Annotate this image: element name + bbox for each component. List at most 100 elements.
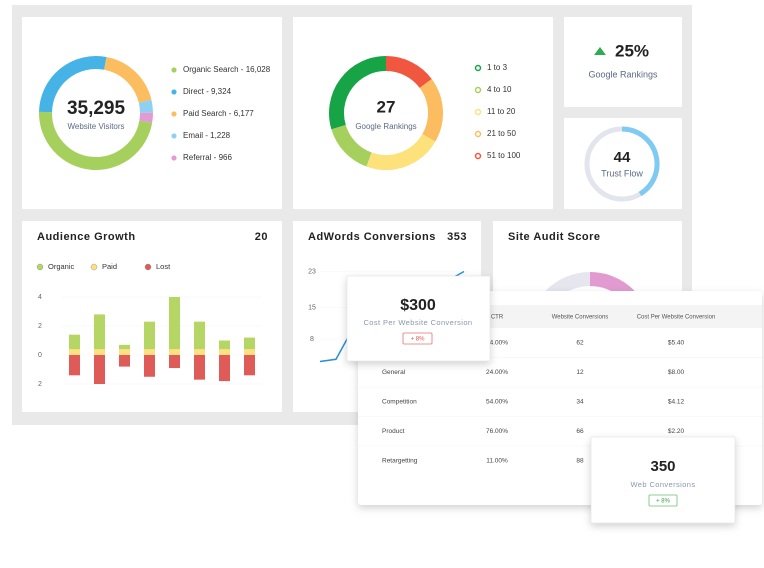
donut-segment xyxy=(138,99,153,113)
table-header: CTR xyxy=(491,315,504,321)
bar-segment xyxy=(244,349,255,355)
legend-label: Referral - 966 xyxy=(183,153,232,162)
card-total: 353 xyxy=(447,231,467,243)
bar-segment xyxy=(194,349,205,355)
legend-label: Email - 1,228 xyxy=(183,131,231,140)
y-tick-label: 2 xyxy=(38,323,42,330)
table-cell: 54.00% xyxy=(486,399,508,406)
donut-segment xyxy=(139,112,153,123)
table-cell: $5.40 xyxy=(668,340,685,347)
popup-background xyxy=(590,436,736,524)
rankings-label: Google Rankings xyxy=(355,122,416,131)
legend-marker xyxy=(170,132,178,140)
legend-label: 1 to 3 xyxy=(487,63,508,72)
table-cell: $2.20 xyxy=(668,428,685,435)
y-tick-label: 0 xyxy=(38,352,42,359)
cost-popup xyxy=(346,275,491,362)
y-tick-label: 2 xyxy=(38,381,42,388)
legend-marker xyxy=(170,66,178,74)
row-label: General xyxy=(382,369,406,376)
popup-label: Web Conversions xyxy=(630,480,695,489)
legend-marker xyxy=(474,64,482,72)
y-tick-label: 4 xyxy=(38,294,42,301)
bar-segment xyxy=(69,349,80,355)
bar-segment xyxy=(144,321,155,350)
legend-marker xyxy=(170,88,178,96)
card-total: 20 xyxy=(255,231,268,243)
card-title: Site Audit Score xyxy=(508,231,601,243)
legend-label: Organic Search - 16,028 xyxy=(183,65,271,74)
table-cell: 66 xyxy=(576,428,584,435)
bar-segment xyxy=(119,349,130,355)
bar-segment xyxy=(244,355,255,376)
legend-marker xyxy=(474,108,482,116)
visitors-label: Website Visitors xyxy=(67,122,124,131)
bar-segment xyxy=(219,355,230,382)
bar-segment xyxy=(169,297,180,350)
legend-label: 4 to 10 xyxy=(487,85,512,94)
bar-segment xyxy=(69,355,80,376)
y-tick-label: 23 xyxy=(308,268,316,275)
popup-background xyxy=(346,275,491,362)
legend-label: Paid Search - 6,177 xyxy=(183,109,254,118)
gauge-arc xyxy=(621,126,660,197)
legend-marker xyxy=(90,263,98,271)
legend-label: Paid xyxy=(102,262,117,271)
card xyxy=(564,17,682,107)
legend-label: Direct - 9,324 xyxy=(183,87,232,96)
table-cell: $8.00 xyxy=(668,369,685,376)
table-cell: 76.00% xyxy=(486,428,508,435)
change-pill xyxy=(402,332,433,345)
row-label: Product xyxy=(382,428,405,435)
bar-segment xyxy=(94,349,105,355)
bar-segment xyxy=(94,314,105,350)
legend-marker xyxy=(474,86,482,94)
bar-segment xyxy=(144,355,155,377)
row-label: Competition xyxy=(382,399,417,406)
table-cell: 62 xyxy=(576,340,584,347)
legend-marker xyxy=(474,152,482,160)
donuts: Organic Search - 16,028 Direct - 9,324 Pai… xyxy=(39,56,521,170)
bar-segment xyxy=(144,349,155,355)
donut-segment xyxy=(103,56,152,104)
donut-segment xyxy=(385,56,432,89)
change-pill xyxy=(648,494,678,507)
trust-flow-label: Trust Flow xyxy=(601,168,643,178)
table-cell: 14.00% xyxy=(486,340,508,347)
legend-marker xyxy=(144,263,152,271)
bar-segment xyxy=(194,355,205,380)
table-cell: 24.00% xyxy=(486,369,508,376)
legend-label: Lost xyxy=(156,262,171,271)
bar-segment xyxy=(119,355,130,367)
row-label: Retargetting xyxy=(382,458,418,465)
table-header: Website Conversions xyxy=(552,315,609,321)
donut-segment xyxy=(39,111,153,170)
popup-value: 350 xyxy=(650,458,675,475)
bar-segment xyxy=(169,349,180,355)
charts: 4 2 0 2 Organic Paid Lost 23 15 8 xyxy=(36,262,470,388)
bar-segment xyxy=(94,355,105,384)
legend-marker xyxy=(170,110,178,118)
rank-change-label: Google Rankings xyxy=(588,69,658,79)
legend-label: 51 to 100 xyxy=(487,151,521,160)
popup-change: + 8% xyxy=(411,337,426,343)
legend-marker xyxy=(36,263,44,271)
bar-segment xyxy=(119,344,130,350)
popup-change: + 8% xyxy=(656,499,671,505)
donut-segment xyxy=(331,124,373,167)
bar-segment xyxy=(219,340,230,350)
bar-segment xyxy=(219,349,230,355)
table-cell: 88 xyxy=(576,458,584,465)
bar-segment xyxy=(194,321,205,350)
bar-segment xyxy=(169,355,180,369)
donut-segment xyxy=(39,56,107,113)
donut-segment xyxy=(419,78,443,142)
rank-change-value: 25% xyxy=(615,41,649,60)
legend-label: Organic xyxy=(48,262,75,271)
card xyxy=(22,221,282,412)
web-popup xyxy=(590,436,736,524)
table-cell: 34 xyxy=(576,399,584,406)
table-cell: 12 xyxy=(576,369,584,376)
legend-marker xyxy=(474,130,482,138)
